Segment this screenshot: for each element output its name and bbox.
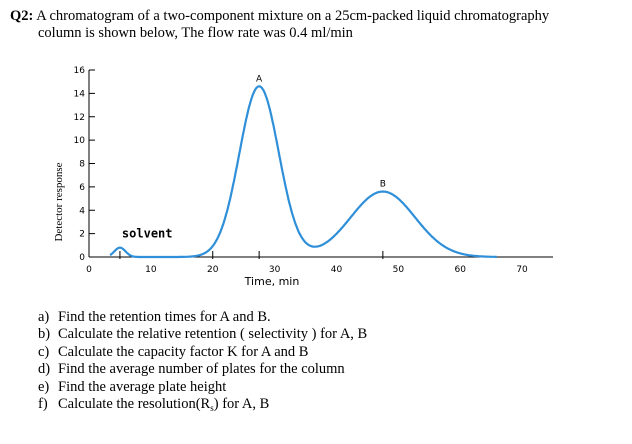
part-subscript: s: [210, 403, 214, 414]
question-text-2: column is shown below, The flow rate was…: [38, 25, 353, 41]
y-tick-label: 10: [74, 136, 86, 146]
part-text-pre: Calculate the resolution(R: [58, 396, 211, 413]
tick-marks: [89, 69, 95, 258]
y-tick-label: 12: [74, 113, 85, 123]
x-tick-label: 20: [207, 265, 219, 275]
part-text: Find the average number of plates for th…: [58, 361, 345, 378]
y-tick-label: 14: [74, 89, 86, 99]
part-letter: b): [38, 326, 51, 343]
x-tick-label: 10: [145, 265, 157, 275]
y-tick-label: 2: [79, 230, 85, 240]
x-tick-label: 70: [516, 265, 528, 275]
tick-labels: 0 2 4 6 8 10 12 14 16 0 10 20 30 40 50 60 70: [74, 66, 529, 275]
question-parts: a) Find the retention times for A and B. b…: [38, 309, 367, 417]
question-block: Q2: A chromatogram of a two-component mi…: [10, 8, 625, 42]
chromatogram-chart: Detector response 0 2 4 6 8 10 12 14 16 0 10 20 30 40…: [53, 66, 553, 288]
y-tick-label: 16: [74, 66, 86, 76]
part-letter: d): [38, 361, 51, 378]
peak-labels: solvent A B: [122, 74, 386, 240]
y-tick-label: 0: [79, 253, 85, 263]
x-tick-label: 30: [269, 265, 281, 275]
question-part: b) Calculate the relative retention ( sel…: [38, 326, 367, 343]
question-line-1: Q2: A chromatogram of a two-component mi…: [10, 8, 625, 25]
question-part: a) Find the retention times for A and B.: [38, 309, 367, 326]
part-letter: e): [38, 378, 50, 395]
x-tick-label: 50: [393, 265, 405, 275]
baseline-markers: [119, 251, 384, 259]
part-letter: f): [38, 396, 48, 413]
part-letter: a): [38, 309, 50, 325]
x-tick-label: 0: [86, 265, 92, 275]
part-text: Calculate the capacity factor K for A an…: [58, 343, 309, 360]
part-text: Calculate the relative retention ( selec…: [58, 326, 368, 343]
question-part: f) Calculate the resolution(Rs) for A, B: [38, 396, 367, 417]
question-part: d) Find the average number of plates for …: [38, 361, 367, 378]
y-tick-label: 6: [79, 183, 85, 193]
question-line-2: column is shown below, The flow rate was…: [10, 25, 625, 42]
y-axis-label: Detector response: [53, 162, 65, 241]
part-text: Find the retention times for A and B.: [58, 309, 271, 325]
x-tick-label: 40: [331, 265, 343, 275]
peak-label-b: B: [380, 180, 386, 190]
question-part: e) Find the average plate height: [38, 379, 367, 396]
question-part: c) Calculate the capacity factor K for A …: [38, 344, 367, 361]
y-tick-label: 8: [79, 160, 85, 170]
part-text: Find the average plate height: [58, 378, 227, 395]
y-tick-label: 4: [79, 206, 85, 216]
part-text: Calculate the resolution(Rs) for A, B: [58, 396, 270, 414]
question-text-1: A chromatogram of a two-component mixtur…: [36, 8, 550, 24]
question-number: Q2:: [10, 8, 34, 24]
peak-label-a: A: [256, 74, 263, 84]
x-axis-label: Time, min: [244, 275, 300, 288]
part-text-post: ) for A, B: [213, 396, 270, 413]
chromatogram-trace: [109, 85, 497, 259]
part-letter: c): [38, 343, 50, 360]
x-tick-label: 60: [454, 265, 466, 275]
solvent-label: solvent: [122, 227, 173, 241]
